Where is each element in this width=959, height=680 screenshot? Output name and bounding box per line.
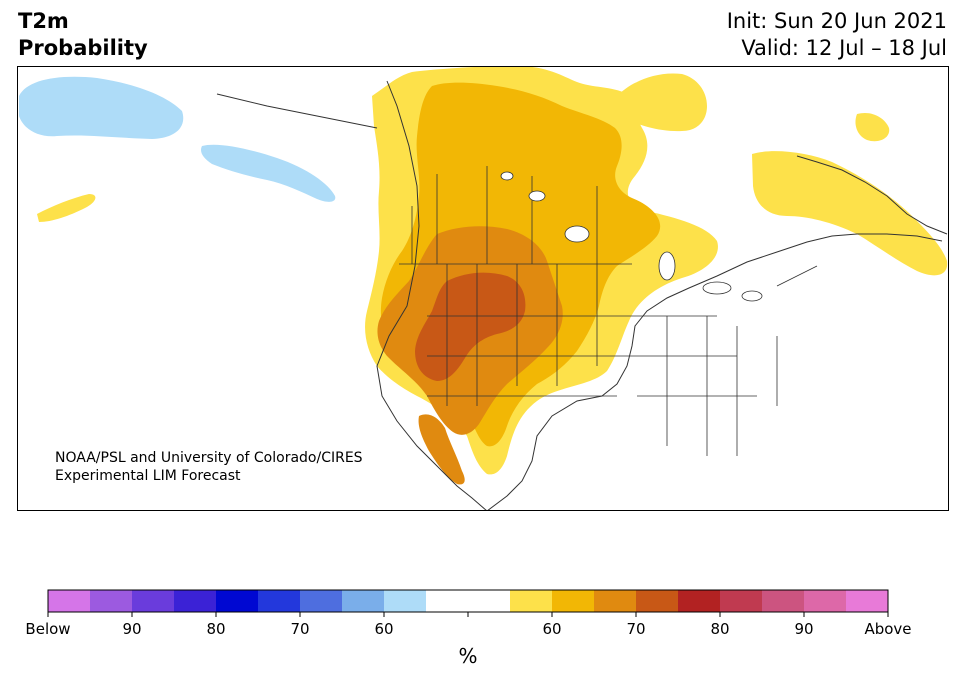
colorbar-swatch [48,590,91,612]
colorbar-labels: Below 90 80 70 60 60 70 80 90 Above [25,620,911,638]
colorbar-label: 90 [794,620,813,638]
coastlines [216,80,948,511]
product-title: Probability [18,36,148,60]
credit-line-2: Experimental LIM Forecast [55,468,241,484]
colorbar-swatch [468,590,511,612]
colorbar-label: 70 [626,620,645,638]
colorbar-swatch [720,590,763,612]
colorbar-swatch [804,590,847,612]
colorbar-swatch [132,590,175,612]
colorbar-swatch [678,590,721,612]
credit-line-1: NOAA/PSL and University of Colorado/CIRE… [55,450,363,466]
colorbar-label: Above [864,620,911,638]
colorbar-ticks [47,612,889,617]
colorbar-label: 80 [710,620,729,638]
map-frame [17,66,949,511]
colorbar-label: 70 [290,620,309,638]
probability-map [17,66,949,511]
dark-orange-above-area [415,272,526,381]
colorbar-swatch [552,590,595,612]
colorbar-swatch [846,590,889,612]
colorbar-label: 80 [206,620,225,638]
colorbar-label: 60 [374,620,393,638]
colorbar-swatch [216,590,259,612]
colorbar-label: 60 [542,620,561,638]
credit-text: NOAA/PSL and University of Colorado/CIRE… [55,449,363,485]
colorbar-label: 90 [122,620,141,638]
light-blue-below-area [19,76,336,202]
state-borders [399,166,818,456]
colorbar-swatch [636,590,679,612]
colorbar-unit: % [458,644,478,668]
colorbar: Below 90 80 70 60 60 70 80 90 Above [25,589,912,638]
date-block: Init: Sun 20 Jun 2021 Valid: 12 Jul – 18… [727,8,947,62]
colorbar-swatch [762,590,805,612]
colorbar-frame [47,589,889,613]
colorbar-swatch [426,590,469,612]
title-block: T2m Probability [18,8,148,62]
colorbar-swatches [48,590,889,612]
valid-date: Valid: 12 Jul – 18 Jul [741,36,947,60]
colorbar-label: Below [25,620,70,638]
colorbar-swatch [510,590,553,612]
colorbar-swatch [594,590,637,612]
colorbar-swatch [300,590,343,612]
lakes [500,171,763,302]
colorbar-swatch [174,590,217,612]
colorbar-swatch [384,590,427,612]
colorbar-swatch [90,590,133,612]
init-date: Init: Sun 20 Jun 2021 [726,9,947,33]
variable-title: T2m [18,9,69,33]
colorbar-swatch [342,590,385,612]
colorbar-swatch [258,590,301,612]
